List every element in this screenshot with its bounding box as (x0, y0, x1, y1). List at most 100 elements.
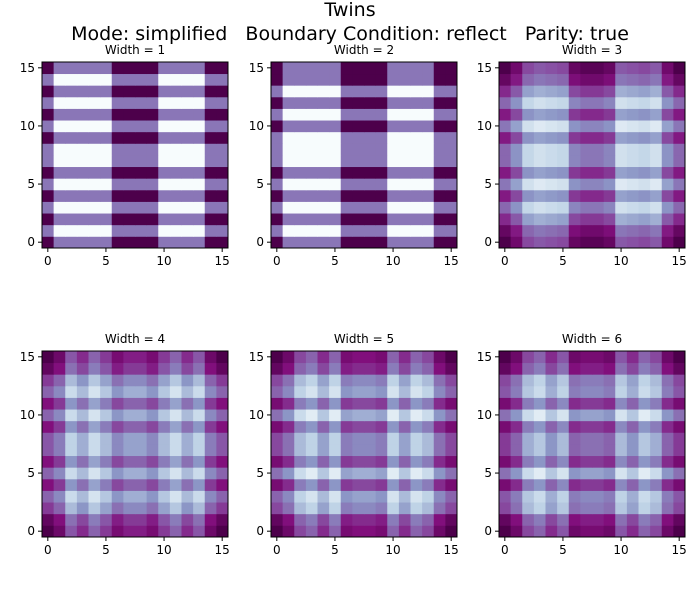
heatmap-cell (410, 108, 423, 121)
heatmap-cell (673, 374, 686, 387)
heatmap-cell (65, 178, 78, 191)
heatmap-cell (193, 96, 206, 109)
y-tick-label: 0 (256, 235, 264, 249)
heatmap-cell (650, 96, 663, 109)
heatmap-cell (615, 409, 628, 422)
heatmap-cell (193, 73, 206, 86)
heatmap-cell (510, 224, 523, 237)
heatmap-cell (76, 351, 89, 364)
heatmap-cell (352, 490, 365, 503)
heatmap-cell (410, 189, 423, 202)
heatmap-cell (445, 236, 458, 249)
heatmap-cell (499, 143, 512, 156)
heatmap-cell (169, 513, 182, 526)
heatmap-cell (673, 351, 686, 364)
heatmap-cell (88, 351, 101, 364)
heatmap-cell (282, 432, 295, 445)
heatmap-cell (387, 143, 400, 156)
figure-title: Twins (323, 0, 375, 21)
heatmap-cell (638, 409, 651, 422)
heatmap-cell (193, 502, 206, 515)
heatmap-cell (271, 525, 284, 538)
heatmap-cell (204, 490, 217, 503)
heatmap-cell (305, 397, 318, 410)
heatmap-cell (499, 478, 512, 491)
heatmap-cell (193, 478, 206, 491)
heatmap-cell (88, 189, 101, 202)
heatmap-cell (410, 178, 423, 191)
heatmap-cell (193, 131, 206, 144)
heatmap-cell (433, 96, 446, 109)
heatmap-cell (282, 444, 295, 457)
heatmap-cell (305, 502, 318, 515)
heatmap-cell (352, 131, 365, 144)
heatmap-cell (271, 351, 284, 364)
heatmap-cell (398, 409, 411, 422)
heatmap-cell (510, 155, 523, 168)
heatmap-cell (123, 213, 136, 226)
heatmap-cell (592, 478, 605, 491)
heatmap-cell (135, 444, 148, 457)
heatmap-cell (76, 178, 89, 191)
heatmap-cell (352, 96, 365, 109)
heatmap-cell (88, 513, 101, 526)
heatmap-cell (603, 155, 616, 168)
heatmap-cell (592, 213, 605, 226)
heatmap-cell (111, 525, 124, 538)
heatmap-cell (111, 502, 124, 515)
heatmap-cell (111, 201, 124, 214)
heatmap-cell (204, 85, 217, 98)
heatmap-cell (181, 166, 194, 179)
heatmap-cell (53, 73, 66, 86)
heatmap-cell (65, 201, 78, 214)
heatmap-cell (123, 236, 136, 249)
heatmap-cell (398, 224, 411, 237)
heatmap-cell (522, 397, 535, 410)
axes-frame (41, 61, 229, 249)
heatmap-cell (329, 467, 342, 480)
heatmap-cell (135, 490, 148, 503)
heatmap-cell (557, 525, 570, 538)
heatmap-cell (422, 120, 435, 133)
heatmap-cell (352, 397, 365, 410)
heatmap-cell (510, 166, 523, 179)
heatmap-cell (545, 409, 558, 422)
heatmap-cell (580, 213, 593, 226)
heatmap-cell (42, 385, 55, 398)
heatmap-cell (603, 351, 616, 364)
heatmap-cell (650, 525, 663, 538)
heatmap-cell (111, 108, 124, 121)
heatmap-cell (282, 189, 295, 202)
heatmap-cell (100, 224, 113, 237)
heatmap-cell (422, 385, 435, 398)
heatmap-cell (522, 362, 535, 375)
heatmap-cell (364, 467, 377, 480)
heatmap-cell (499, 385, 512, 398)
heatmap-cell (135, 513, 148, 526)
heatmap-cell (615, 96, 628, 109)
panel-title: Width = 5 (334, 332, 394, 346)
heatmap-cell (375, 224, 388, 237)
heatmap-cell (603, 478, 616, 491)
heatmap-cell (510, 201, 523, 214)
heatmap-cell (445, 143, 458, 156)
heatmap-cell (271, 62, 284, 75)
heatmap-cell (533, 444, 546, 457)
heatmap-cell (88, 490, 101, 503)
heatmap-cell (352, 155, 365, 168)
heatmap-cell (510, 73, 523, 86)
heatmap-cell (387, 213, 400, 226)
heatmap-cell (123, 178, 136, 191)
x-tick-label: 10 (156, 543, 171, 557)
y-tick-label: 15 (20, 61, 35, 75)
heatmap-cell (510, 96, 523, 109)
heatmap-cell (329, 213, 342, 226)
heatmap-cell (533, 502, 546, 515)
heatmap-cell (76, 166, 89, 179)
heatmap-cell (204, 155, 217, 168)
heatmap-cell (146, 455, 159, 468)
heatmap-cell (111, 62, 124, 75)
heatmap-cell (673, 108, 686, 121)
heatmap-cell (522, 444, 535, 457)
